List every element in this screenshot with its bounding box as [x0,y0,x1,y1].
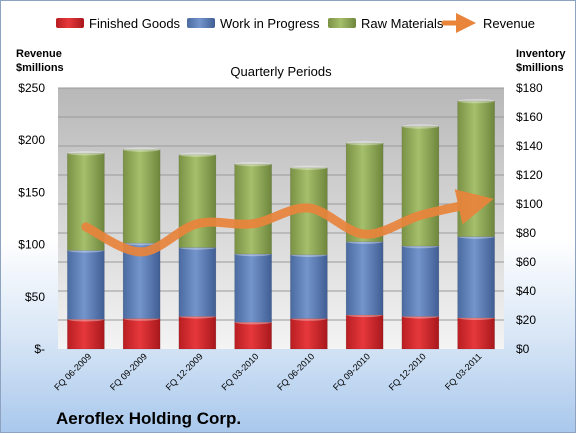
right-axis-label-line1: Inventory [516,48,566,60]
bar-raw-materials [67,152,105,251]
right-tick-label: $140 [516,139,543,153]
right-tick-label: $160 [516,110,543,124]
category-label: FQ 03-2010 [220,351,261,392]
bar-cap-raw-materials [178,152,216,157]
bar-work-in-progress [178,247,217,317]
left-tick-label: $250 [18,81,45,95]
right-tick-label: $0 [516,342,530,356]
left-axis-label-line2: $millions [16,62,64,74]
category-labels: FQ 06-2009 FQ 09-2009 FQ 12-2009 FQ 03-2010… [52,351,483,392]
category-label: FQ 12-2010 [387,351,428,392]
bar-cap-raw-materials [401,124,439,129]
legend-swatch-finished-goods [56,18,84,28]
bars-layer [67,98,495,350]
bar-cap-raw-materials [123,147,161,152]
right-tick-label: $40 [516,284,536,298]
bar-cap-raw-materials [234,161,272,167]
bar-finished-goods [67,318,105,350]
bar-cap-raw-materials [457,98,495,104]
bar-finished-goods [457,317,495,350]
legend-swatch-raw-materials [328,18,356,28]
right-tick-label: $120 [516,168,543,182]
bar-raw-materials [345,142,384,243]
legend-label-work-in-progress: Work in Progress [220,16,320,31]
left-axis-ticks: $- $50 $100 $150 $200 $250 [18,81,45,356]
category-label: FQ 12-2009 [164,351,205,392]
right-tick-label: $60 [516,255,536,269]
bar-raw-materials [401,126,440,247]
bar-finished-goods [122,318,161,350]
legend: Finished Goods Work in Progress Raw Mate… [56,13,535,33]
bar-raw-materials [234,163,272,255]
legend-swatch-work-in-progress [187,18,215,28]
bar-work-in-progress [234,253,272,323]
left-tick-label: $150 [18,185,45,199]
category-label: FQ 09-2010 [331,351,372,392]
bar-finished-goods [290,318,328,350]
right-tick-label: $20 [516,313,536,327]
bar-work-in-progress [457,236,495,319]
bar-finished-goods [234,321,272,350]
right-tick-label: $180 [516,81,543,95]
category-label: FQ 03-2011 [443,351,484,392]
right-tick-label: $80 [516,226,536,240]
chart-subtitle: Quarterly Periods [230,64,332,79]
legend-label-raw-materials: Raw Materials [361,16,444,31]
left-tick-label: $50 [25,290,45,304]
bar-raw-materials [457,100,495,237]
right-axis-label-line2: $millions [516,62,564,74]
bar-finished-goods [345,314,384,350]
category-label: FQ 06-2009 [52,351,93,392]
revenue-line-layer [81,189,494,257]
left-tick-label: $100 [18,238,45,252]
bar-raw-materials [122,149,161,244]
left-axis-label-line1: Revenue [16,48,62,60]
bar-finished-goods [401,316,440,350]
bar-work-in-progress [67,250,105,320]
right-tick-label: $100 [516,197,543,211]
bar-cap-raw-materials [67,151,105,156]
left-tick-label: $- [34,342,45,356]
left-tick-label: $200 [18,133,45,147]
company-name: Aeroflex Holding Corp. [56,409,241,428]
legend-label-revenue: Revenue [483,16,535,31]
bar-cap-raw-materials [290,165,328,170]
legend-label-finished-goods: Finished Goods [89,16,181,31]
category-label: FQ 06-2010 [275,351,316,392]
bar-finished-goods [178,316,217,350]
bar-work-in-progress [401,245,440,317]
category-label: FQ 09-2009 [108,351,149,392]
revenue-line [81,189,494,257]
bar-work-in-progress [345,241,384,316]
bar-work-in-progress [290,254,328,319]
right-axis-ticks: $0 $20 $40 $60 $80 $100 $120 $140 $160 $180 [516,81,543,356]
bar-cap-raw-materials [346,140,384,146]
